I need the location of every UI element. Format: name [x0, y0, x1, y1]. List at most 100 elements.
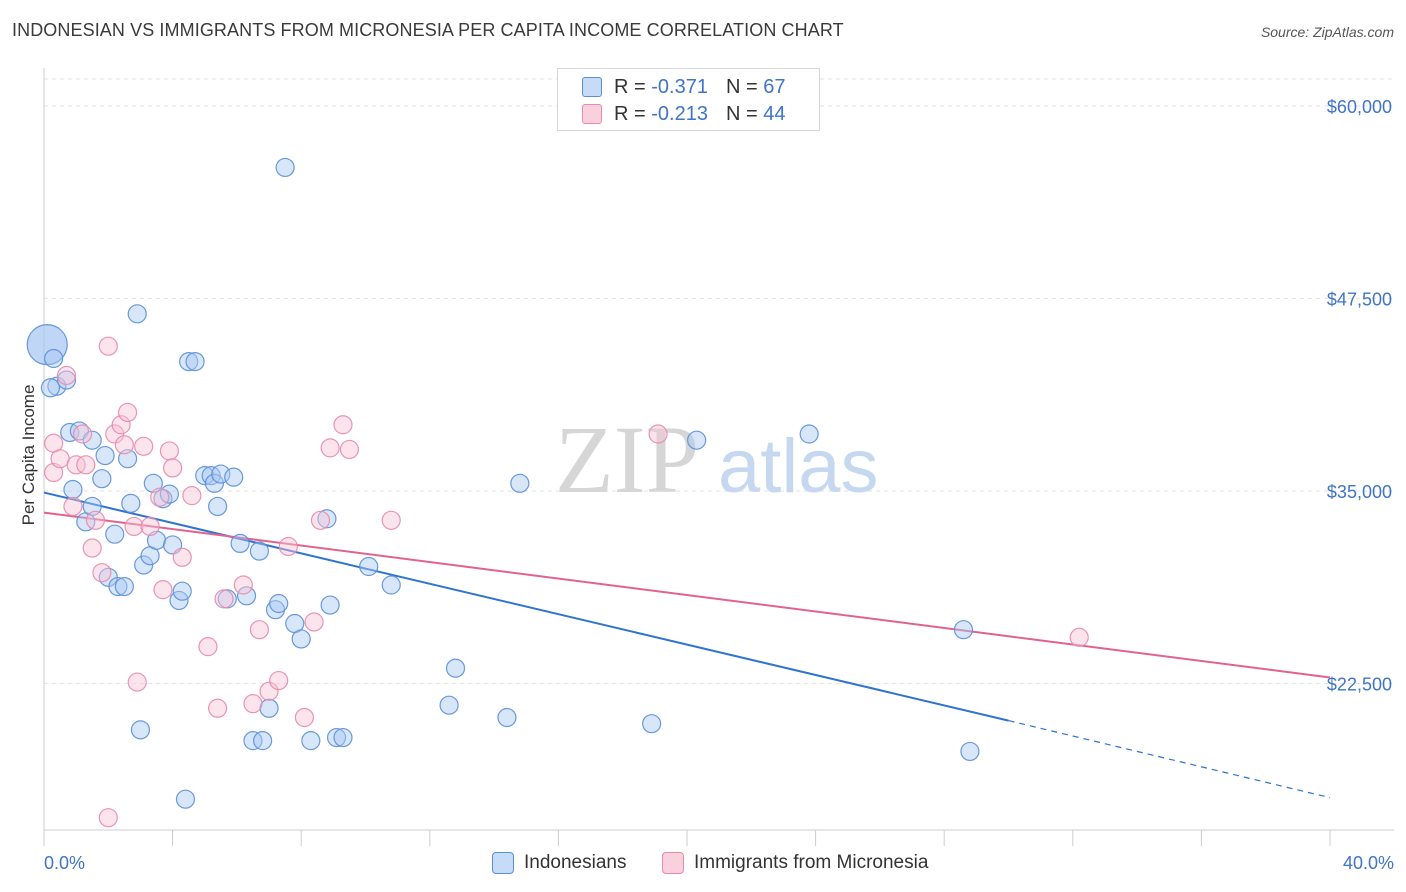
point-micronesia: [150, 487, 170, 507]
point-micronesia: [198, 637, 218, 657]
point-micronesia: [114, 435, 134, 455]
point-indonesians: [359, 556, 379, 577]
point-micronesia: [134, 436, 154, 456]
point-indonesians: [172, 581, 192, 601]
x-tick-label-min: 0.0%: [44, 853, 85, 873]
point-micronesia: [214, 589, 234, 609]
series-legend-label: Indonesians: [524, 852, 627, 873]
point-micronesia: [310, 510, 331, 530]
point-micronesia: [127, 672, 147, 692]
point-micronesia: [82, 538, 102, 558]
point-micronesia: [153, 580, 173, 600]
point-indonesians: [275, 157, 295, 178]
legend-n-value: 67: [763, 75, 786, 98]
series-swatch-pink: [662, 852, 684, 874]
point-indonesians: [259, 698, 279, 718]
point-indonesians: [179, 351, 199, 372]
tick-labels: $22,500 $35,000 $47,500 $60,000 0.0% 40.0%: [44, 97, 1394, 873]
trend-line: [43, 511, 1331, 679]
point-micronesia: [339, 439, 360, 460]
point-micronesia: [159, 441, 179, 461]
point-micronesia: [333, 415, 353, 435]
point-indonesians: [642, 714, 662, 734]
point-micronesia: [294, 707, 315, 728]
point-indonesians: [69, 421, 89, 441]
series-legend-micronesia: Immigrants from Micronesia: [662, 852, 928, 874]
point-indonesians: [56, 370, 77, 390]
point-indonesians: [224, 467, 244, 487]
point-indonesians: [95, 445, 115, 466]
point-indonesians: [301, 731, 321, 751]
point-indonesians: [249, 541, 270, 561]
point-indonesians: [326, 727, 347, 748]
point-micronesia: [117, 402, 138, 423]
point-micronesia: [98, 808, 118, 828]
axes: [43, 68, 1394, 846]
point-indonesians: [40, 378, 61, 398]
point-indonesians: [195, 466, 215, 486]
point-micronesia: [243, 694, 263, 714]
legend-r-label: R =: [614, 102, 646, 125]
point-micronesia: [249, 620, 270, 640]
point-indonesians: [253, 731, 273, 751]
point-micronesia: [98, 336, 118, 356]
point-indonesians: [320, 595, 340, 615]
legend-row-micronesia: R = -0.213 N = 44: [582, 101, 785, 127]
point-indonesians: [63, 479, 83, 500]
chart-source: Source: ZipAtlas.com: [1260, 24, 1394, 40]
point-micronesia: [56, 365, 77, 386]
chart-title: INDONESIAN VS IMMIGRANTS FROM MICRONESIA…: [12, 20, 844, 40]
y-tick-label: $22,500: [1327, 675, 1392, 695]
point-indonesians: [445, 658, 466, 678]
point-indonesians: [439, 695, 459, 715]
point-indonesians: [175, 789, 196, 809]
point-micronesia: [381, 510, 401, 530]
trend-line: [43, 491, 1009, 722]
point-indonesians: [687, 430, 707, 450]
point-micronesia: [259, 681, 279, 701]
series-legend-label: Immigrants from Micronesia: [694, 852, 929, 873]
point-micronesia: [85, 510, 106, 530]
point-indonesians: [208, 496, 228, 517]
trend-lines: [43, 491, 1331, 799]
data-points: [26, 157, 1089, 828]
point-micronesia: [648, 424, 668, 444]
point-indonesians: [960, 741, 980, 762]
point-micronesia: [1069, 627, 1089, 647]
point-indonesians: [82, 430, 102, 450]
point-micronesia: [304, 612, 324, 632]
legend-swatch-pink: [582, 104, 602, 124]
point-indonesians: [291, 629, 311, 649]
point-micronesia: [233, 575, 253, 595]
point-indonesians: [799, 424, 819, 444]
point-micronesia: [92, 563, 112, 583]
point-micronesia: [72, 424, 93, 444]
point-indonesians: [269, 593, 289, 614]
point-indonesians: [317, 509, 337, 529]
legend-n-value: 44: [763, 102, 786, 125]
series-legend: Indonesians Immigrants from Micronesia: [0, 852, 1406, 878]
point-indonesians: [230, 533, 250, 554]
point-micronesia: [66, 455, 86, 475]
point-micronesia: [163, 458, 183, 478]
point-micronesia: [124, 516, 144, 537]
point-indonesians: [127, 304, 147, 324]
point-indonesians: [108, 576, 128, 597]
y-tick-label: $47,500: [1327, 289, 1392, 309]
point-indonesians: [114, 576, 134, 597]
trend-line-extension: [1008, 720, 1331, 799]
point-indonesians: [105, 524, 125, 544]
point-indonesians: [953, 620, 974, 640]
point-indonesians: [497, 707, 517, 728]
point-micronesia: [320, 438, 340, 458]
point-indonesians: [92, 469, 112, 489]
point-micronesia: [172, 547, 192, 567]
point-indonesians: [130, 720, 151, 740]
point-micronesia: [208, 698, 228, 718]
point-micronesia: [111, 415, 131, 435]
point-micronesia: [50, 449, 70, 469]
point-micronesia: [269, 670, 289, 691]
legend-r-value: -0.371: [651, 75, 708, 98]
point-micronesia: [140, 516, 160, 537]
